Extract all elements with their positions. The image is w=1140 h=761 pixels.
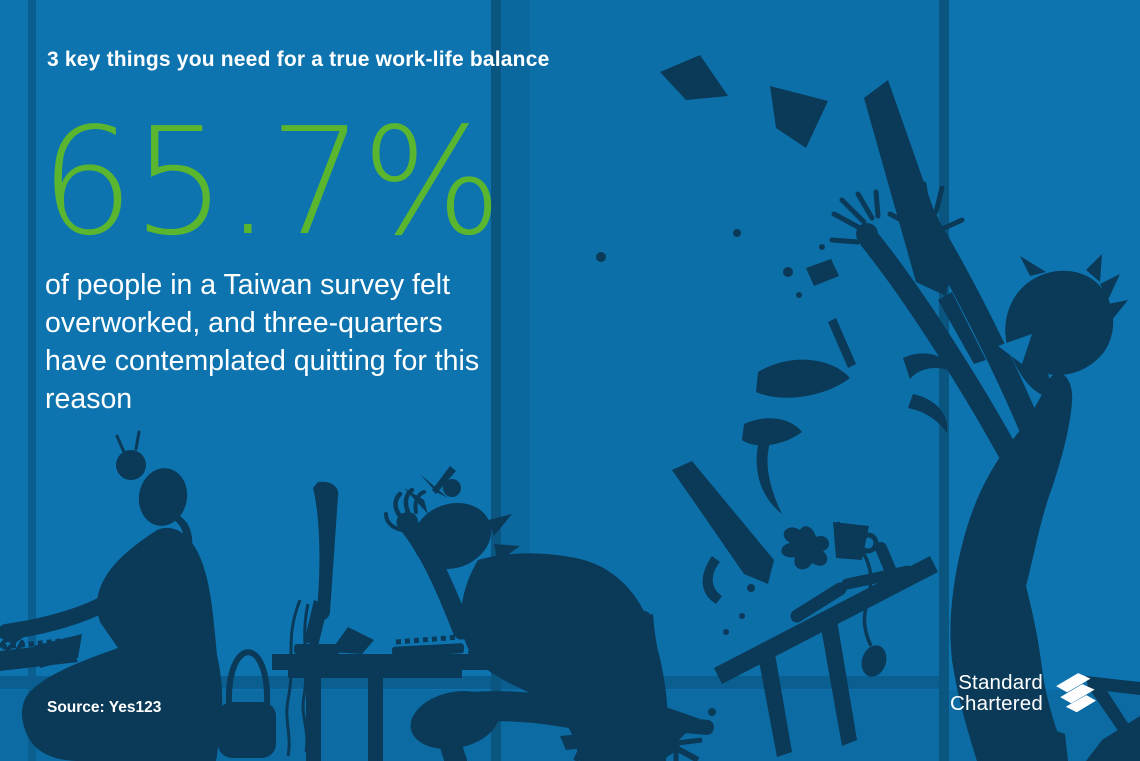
brand-name-line2: Chartered	[950, 692, 1043, 715]
chair-post	[196, 731, 216, 761]
flying-mouse	[861, 645, 887, 677]
torso-and-legs	[950, 373, 1073, 761]
desk-top	[272, 654, 494, 670]
brand-name-line1: Standard	[958, 671, 1043, 694]
head-screaming	[1005, 270, 1114, 398]
coffee-splash	[781, 526, 830, 570]
flying-monitor	[672, 461, 774, 584]
flying-debris	[596, 55, 1140, 761]
pen	[432, 466, 456, 494]
brand-wordmark: Standard Chartered	[950, 672, 1043, 714]
statistic-description: of people in a Taiwan survey felt overwo…	[45, 269, 480, 415]
flying-coffee-cup	[833, 522, 869, 560]
office-chair	[628, 610, 714, 761]
handbag-strap	[225, 649, 271, 705]
brand-lockup: Standard Chartered	[930, 664, 1096, 722]
standard-chartered-trustmark-icon	[1056, 673, 1096, 713]
hair-bun	[116, 450, 146, 480]
woman-typing-silhouette	[0, 430, 276, 761]
stressed-worker-silhouette	[384, 466, 668, 761]
headline: 3 key things you need for a true work-li…	[47, 48, 550, 71]
open-mouth	[998, 334, 1032, 364]
monitor	[313, 481, 339, 621]
desk-with-monitor	[272, 481, 494, 761]
angry-man-silhouette	[829, 181, 1128, 761]
keyboard	[391, 643, 465, 657]
statistic-value: 65.7%	[40, 96, 502, 268]
handbag	[218, 702, 276, 758]
source-note: Source: Yes123	[47, 699, 162, 716]
